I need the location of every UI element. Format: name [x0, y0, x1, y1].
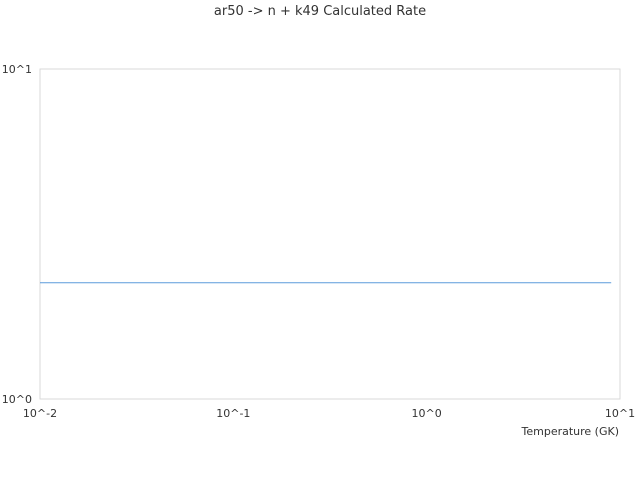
y-tick-label: 10^0 [2, 393, 32, 406]
y-tick-label: 10^1 [2, 63, 32, 76]
x-tick-label: 10^1 [605, 407, 635, 420]
plot-frame [39, 68, 621, 400]
x-axis-label: Temperature (GK) [521, 425, 620, 438]
x-tick-label: 10^-2 [23, 407, 57, 420]
x-tick-label: 10^0 [412, 407, 442, 420]
chart-title: ar50 -> n + k49 Calculated Rate [213, 4, 427, 19]
x-tick-label: 10^-1 [216, 407, 250, 420]
